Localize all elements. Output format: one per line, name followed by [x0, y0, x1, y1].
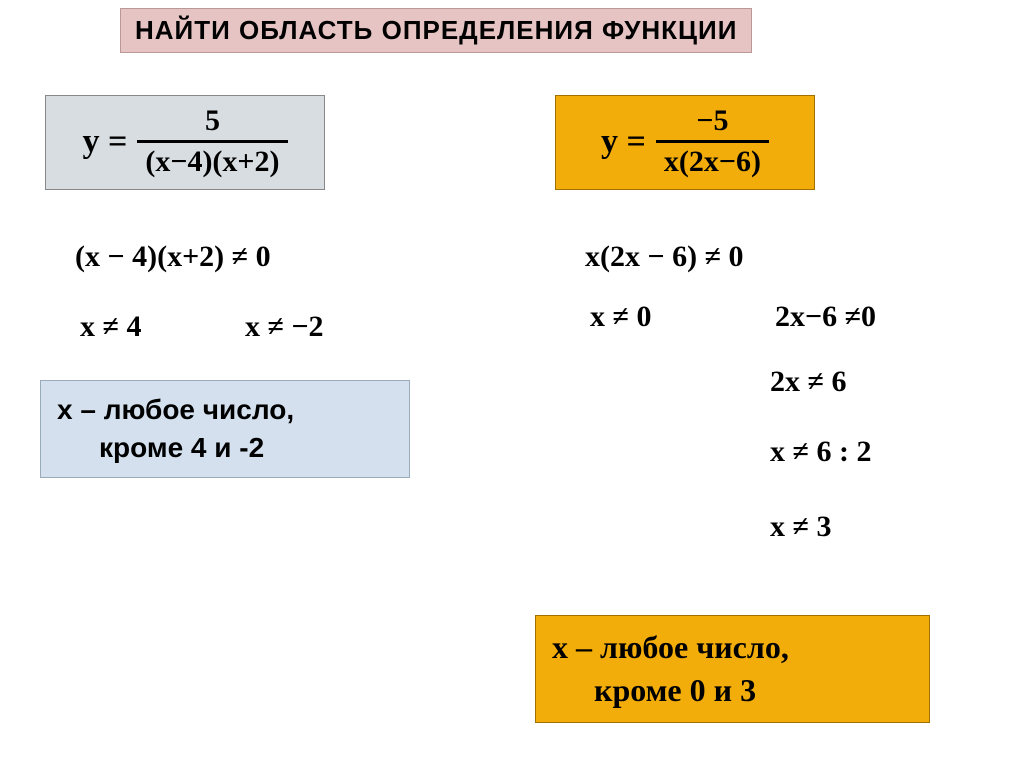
eq-left-denominator: (x−4)(x+2): [137, 140, 287, 179]
answer-left-box: x – любое число, кроме 4 и -2: [40, 380, 410, 478]
equation-left-box: y = 5 (x−4)(x+2): [45, 95, 325, 190]
right-step-4: x ≠ 6 : 2: [770, 435, 871, 469]
equation-right: y = −5 x(2x−6): [566, 104, 804, 179]
right-step-1: x(2x − 6) ≠ 0: [585, 240, 744, 274]
right-step-5: x ≠ 3: [770, 510, 831, 544]
right-step-2b: 2x−6 ≠0: [775, 300, 876, 334]
eq-left-fraction: 5 (x−4)(x+2): [137, 104, 287, 179]
answer-right-line1: x – любое число,: [552, 626, 913, 669]
eq-right-lhs: y =: [601, 123, 646, 161]
eq-left-numerator: 5: [197, 104, 228, 140]
answer-right-box: x – любое число, кроме 0 и 3: [535, 615, 930, 723]
eq-left-lhs: y =: [82, 123, 127, 161]
right-step-2a: x ≠ 0: [590, 300, 651, 334]
left-step-2a: x ≠ 4: [80, 310, 141, 344]
equation-right-box: y = −5 x(2x−6): [555, 95, 815, 190]
eq-right-denominator: x(2x−6): [656, 140, 769, 179]
answer-left-line1: x – любое число,: [57, 391, 393, 429]
eq-right-fraction: −5 x(2x−6): [656, 104, 769, 179]
eq-right-numerator: −5: [688, 104, 736, 140]
left-step-2b: x ≠ −2: [245, 310, 324, 344]
right-step-3: 2x ≠ 6: [770, 365, 846, 399]
left-step-1: (x − 4)(x+2) ≠ 0: [75, 240, 271, 274]
answer-right-line2: кроме 0 и 3: [552, 669, 913, 712]
slide-title: НАЙТИ ОБЛАСТЬ ОПРЕДЕЛЕНИЯ ФУНКЦИИ: [120, 8, 752, 53]
answer-left-line2: кроме 4 и -2: [57, 429, 393, 467]
equation-left: y = 5 (x−4)(x+2): [56, 104, 314, 179]
